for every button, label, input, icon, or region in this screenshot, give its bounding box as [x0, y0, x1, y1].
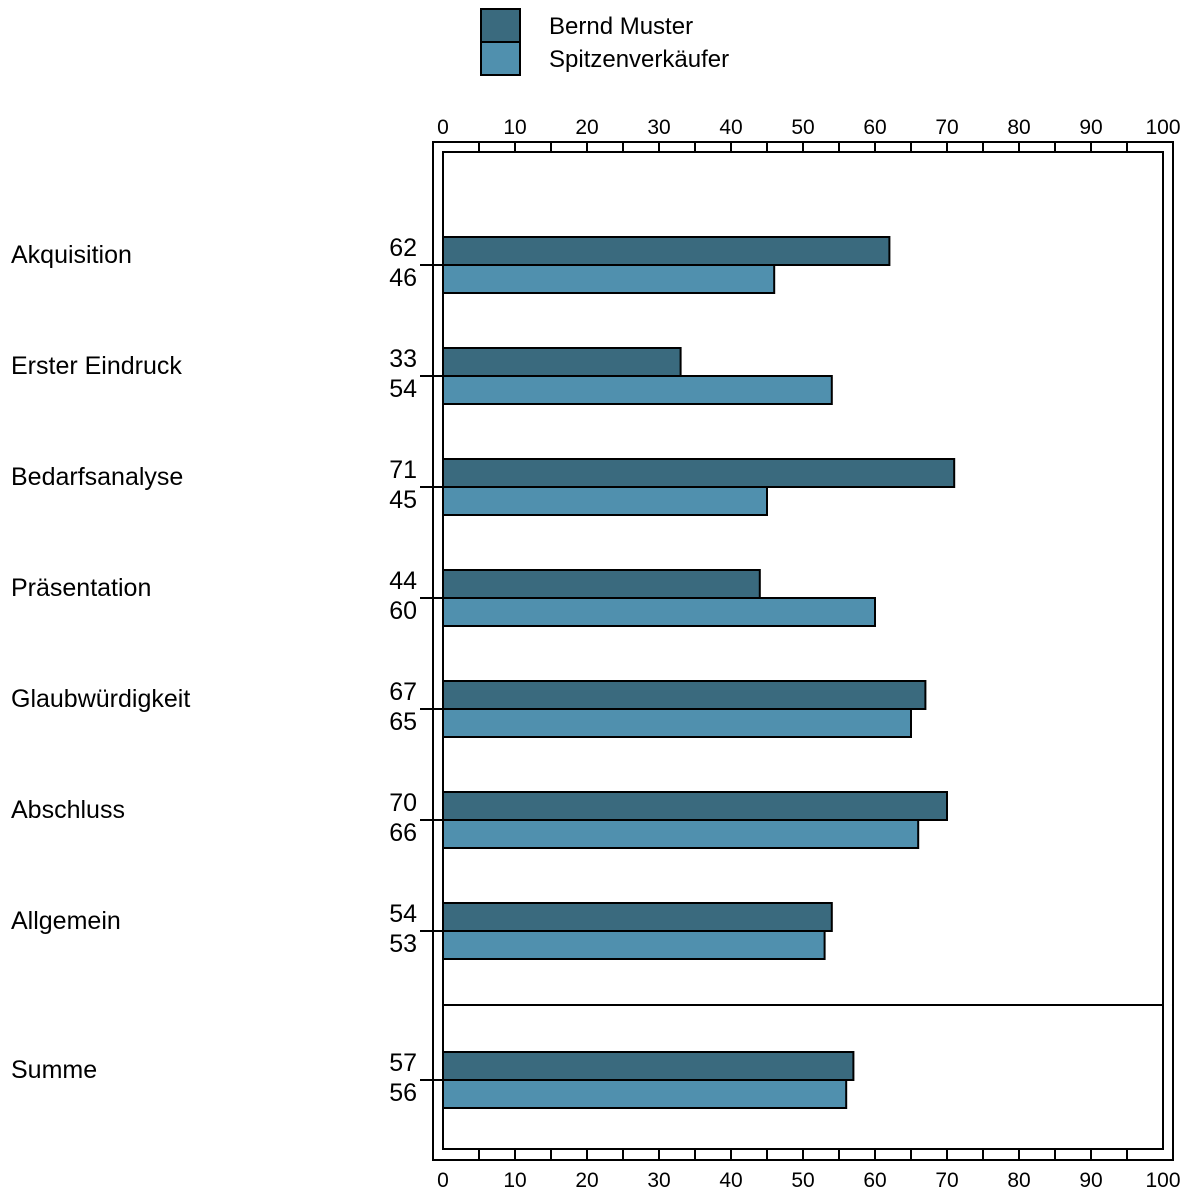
bar-bernd-muster [442, 902, 833, 932]
x-tick-label-bottom: 80 [1007, 1169, 1030, 1192]
category-label: Allgemein [11, 907, 121, 935]
bar-spitzenverkaeufer [442, 930, 826, 960]
bar-value-label: 66 [389, 819, 417, 847]
bar-spitzenverkaeufer [442, 264, 776, 294]
bar-value-label: 54 [389, 375, 417, 403]
category-label: Erster Eindruck [11, 352, 182, 380]
x-tick-label-top: 20 [575, 116, 598, 139]
legend-swatch-1 [480, 8, 521, 43]
category-label: Abschluss [11, 796, 125, 824]
bar-value-label: 62 [389, 234, 417, 262]
x-tick-label-top: 50 [791, 116, 814, 139]
bar-value-label: 60 [389, 597, 417, 625]
bar-bernd-muster [442, 458, 956, 488]
x-tick-label-top: 90 [1079, 116, 1102, 139]
bar-value-label: 54 [389, 900, 417, 928]
bar-bernd-muster [442, 569, 761, 599]
bar-value-label: 65 [389, 708, 417, 736]
bar-value-label: 56 [389, 1079, 417, 1107]
bar-value-label: 57 [389, 1049, 417, 1077]
category-label: Präsentation [11, 574, 151, 602]
bar-value-label: 67 [389, 678, 417, 706]
plot-frame-outer [432, 141, 1174, 1161]
x-tick-label-bottom: 10 [503, 1169, 526, 1192]
bar-value-label: 70 [389, 789, 417, 817]
bar-spitzenverkaeufer [442, 819, 920, 849]
category-label: Glaubwürdigkeit [11, 685, 190, 713]
bar-spitzenverkaeufer [442, 708, 912, 738]
x-tick-label-top: 100 [1145, 116, 1180, 139]
bar-bernd-muster [442, 791, 948, 821]
bar-spitzenverkaeufer [442, 1079, 848, 1109]
bar-spitzenverkaeufer [442, 486, 768, 516]
x-tick-label-bottom: 30 [647, 1169, 670, 1192]
x-tick-label-bottom: 40 [719, 1169, 742, 1192]
legend-swatch-2 [480, 41, 521, 76]
legend-label-1: Bernd Muster [549, 13, 693, 40]
x-tick-label-bottom: 20 [575, 1169, 598, 1192]
bar-bernd-muster [442, 680, 927, 710]
bar-bernd-muster [442, 347, 682, 377]
bar-bernd-muster [442, 236, 891, 266]
bar-value-label: 45 [389, 486, 417, 514]
x-tick-label-bottom: 100 [1145, 1169, 1180, 1192]
x-tick-label-top: 60 [863, 116, 886, 139]
x-tick-label-bottom: 50 [791, 1169, 814, 1192]
bar-bernd-muster [442, 1051, 855, 1081]
bar-value-label: 33 [389, 345, 417, 373]
x-tick-label-bottom: 0 [437, 1169, 449, 1192]
x-tick-label-top: 80 [1007, 116, 1030, 139]
x-tick-label-top: 70 [935, 116, 958, 139]
x-tick-label-bottom: 70 [935, 1169, 958, 1192]
x-tick-label-bottom: 90 [1079, 1169, 1102, 1192]
bar-value-label: 46 [389, 264, 417, 292]
category-label: Akquisition [11, 241, 132, 269]
bar-spitzenverkaeufer [442, 375, 833, 405]
x-tick-label-top: 30 [647, 116, 670, 139]
bar-value-label: 71 [389, 456, 417, 484]
category-label: Bedarfsanalyse [11, 463, 183, 491]
x-tick-label-top: 40 [719, 116, 742, 139]
plot-frame-inner [442, 151, 1164, 1150]
bar-value-label: 53 [389, 930, 417, 958]
legend-label-2: Spitzenverkäufer [549, 46, 729, 73]
x-tick-label-top: 0 [437, 116, 449, 139]
x-tick-label-top: 10 [503, 116, 526, 139]
bar-spitzenverkaeufer [442, 597, 876, 627]
x-tick-label-bottom: 60 [863, 1169, 886, 1192]
category-label: Summe [11, 1056, 97, 1084]
bar-value-label: 44 [389, 567, 417, 595]
